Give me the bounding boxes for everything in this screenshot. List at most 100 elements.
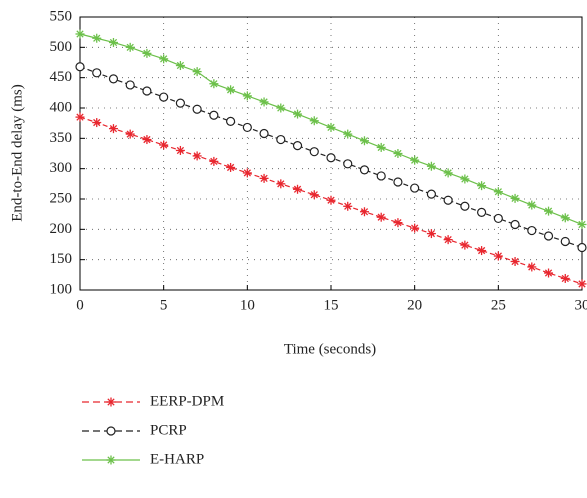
x-tick-label: 30 (575, 297, 587, 313)
marker-stroke (578, 220, 586, 229)
marker-stroke (210, 157, 218, 166)
y-tick-label: 550 (50, 8, 73, 24)
marker-stroke (160, 141, 168, 149)
marker-stroke (126, 130, 134, 138)
marker (226, 162, 236, 172)
marker (426, 189, 436, 199)
marker (209, 79, 219, 89)
marker (493, 251, 503, 261)
marker (159, 140, 169, 150)
marker-stroke (327, 196, 335, 204)
y-tick-label: 200 (50, 221, 73, 237)
legend-label: PCRP (150, 422, 187, 438)
marker (443, 195, 453, 205)
marker-stroke (109, 124, 118, 133)
marker (376, 171, 386, 181)
marker (192, 104, 202, 114)
marker (142, 135, 152, 145)
marker (410, 155, 420, 165)
marker (477, 207, 487, 217)
marker-stroke (578, 280, 586, 288)
marker (393, 149, 403, 158)
marker (293, 184, 303, 194)
marker-stroke (310, 117, 318, 125)
marker-stroke (160, 55, 168, 63)
marker-stroke (461, 175, 469, 183)
marker (209, 156, 219, 166)
marker (309, 190, 319, 200)
x-tick-label: 5 (160, 297, 168, 313)
marker-stroke (377, 143, 385, 152)
marker (326, 122, 336, 132)
marker (175, 98, 185, 108)
marker (159, 92, 169, 102)
marker-stroke (293, 110, 302, 118)
marker (75, 62, 85, 72)
marker-stroke (327, 123, 335, 132)
marker (309, 116, 319, 126)
marker (175, 145, 185, 155)
marker (92, 33, 102, 43)
marker-stroke (260, 98, 268, 106)
marker-stroke (528, 201, 536, 209)
marker (543, 231, 554, 241)
marker-stroke (544, 269, 553, 277)
x-tick-label: 25 (491, 297, 506, 313)
marker-stroke (344, 130, 352, 138)
marker-stroke (544, 207, 553, 215)
marker (175, 61, 185, 71)
marker (477, 246, 487, 256)
marker (125, 42, 135, 52)
y-tick-label: 100 (50, 281, 73, 297)
marker (393, 218, 403, 228)
marker (276, 179, 286, 189)
marker (242, 91, 252, 101)
marker (493, 187, 503, 197)
marker-stroke (511, 194, 519, 203)
marker (410, 183, 420, 193)
marker-stroke (360, 208, 369, 216)
marker (560, 236, 570, 247)
y-tick-label: 300 (50, 160, 73, 176)
marker (510, 219, 520, 230)
marker (92, 68, 102, 78)
marker (309, 147, 319, 157)
marker-stroke (226, 163, 235, 172)
marker (560, 213, 570, 223)
marker (142, 86, 152, 96)
marker (242, 122, 252, 133)
marker-stroke (561, 214, 569, 222)
marker-stroke (477, 182, 486, 190)
marker-stroke (176, 61, 185, 70)
marker-stroke (411, 156, 419, 164)
marker (242, 168, 252, 178)
marker (75, 112, 85, 122)
marker (192, 151, 202, 161)
marker-stroke (528, 263, 536, 271)
marker (276, 134, 286, 145)
marker (276, 103, 286, 113)
x-tick-label: 10 (240, 297, 255, 313)
marker-stroke (394, 219, 402, 227)
marker-stroke (427, 162, 436, 170)
marker (226, 116, 236, 126)
marker (577, 279, 587, 289)
marker (443, 168, 453, 178)
marker-stroke (226, 86, 235, 94)
marker-stroke (107, 398, 115, 406)
marker (376, 212, 386, 222)
marker (92, 118, 102, 128)
marker-stroke (427, 229, 436, 238)
marker-stroke (360, 137, 369, 145)
marker (460, 201, 470, 211)
marker (510, 193, 520, 203)
y-tick-label: 250 (50, 190, 73, 206)
marker-stroke (277, 180, 285, 188)
marker-stroke (561, 274, 569, 283)
marker-stroke (109, 38, 118, 47)
x-tick-label: 20 (407, 297, 422, 313)
marker (125, 80, 135, 90)
y-tick-label: 400 (50, 99, 73, 115)
y-axis-label: End-to-End delay (ms) (9, 84, 25, 221)
marker (343, 129, 353, 139)
